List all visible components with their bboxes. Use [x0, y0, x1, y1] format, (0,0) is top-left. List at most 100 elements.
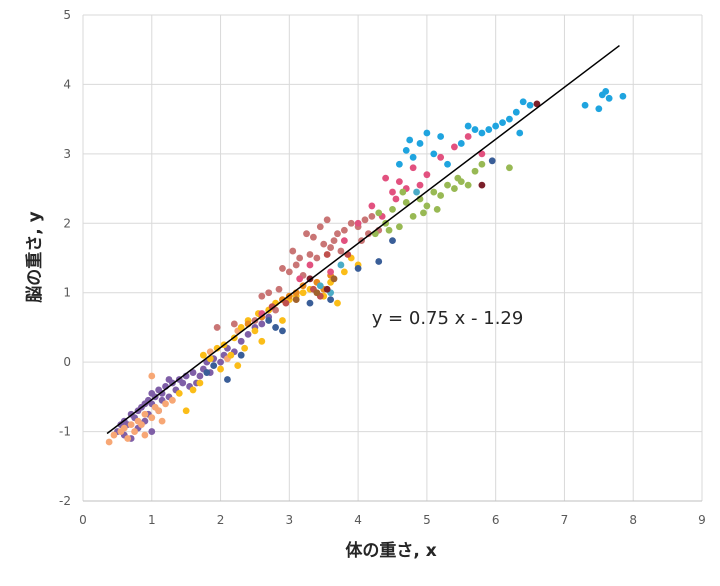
data-point — [602, 87, 610, 95]
data-point — [389, 206, 396, 213]
data-point — [430, 188, 438, 196]
x-tick-label: 8 — [629, 513, 637, 527]
data-point — [230, 320, 238, 328]
data-point — [258, 292, 266, 300]
data-point — [605, 94, 613, 102]
data-point — [464, 122, 472, 130]
data-point — [437, 133, 445, 140]
data-point — [420, 209, 427, 217]
data-point — [203, 369, 211, 376]
data-point — [179, 379, 187, 387]
data-point — [158, 389, 166, 397]
labels: 体の重さ, x 脳の重さ, y y = 0.75 x - 1.29 — [24, 211, 523, 561]
data-point — [478, 129, 486, 137]
data-point — [327, 244, 334, 251]
data-point — [409, 164, 417, 172]
data-point — [340, 268, 348, 276]
data-point — [189, 386, 197, 394]
data-point — [306, 261, 314, 269]
data-point — [347, 219, 355, 227]
data-point — [368, 202, 376, 210]
data-point — [409, 153, 417, 161]
x-tick-label: 3 — [286, 513, 294, 527]
data-point — [258, 337, 266, 345]
data-point — [323, 216, 331, 224]
data-point — [199, 351, 207, 359]
y-tick-label: 4 — [63, 77, 71, 91]
data-point — [227, 351, 235, 359]
data-point — [131, 428, 138, 435]
trendline-group — [106, 44, 620, 435]
x-tick-label: 4 — [354, 513, 362, 527]
data-point — [110, 431, 118, 439]
data-point — [433, 206, 441, 213]
x-tick-label: 2 — [217, 513, 225, 527]
data-point — [155, 407, 163, 415]
data-point — [138, 421, 145, 429]
data-point — [478, 160, 486, 168]
data-point — [237, 337, 245, 345]
data-point — [337, 247, 345, 255]
data-point — [395, 223, 403, 231]
data-point — [327, 268, 334, 276]
data-point — [105, 438, 113, 446]
data-point — [385, 226, 393, 234]
y-tick-label: -2 — [59, 494, 71, 508]
data-point — [454, 174, 462, 182]
data-point — [268, 303, 276, 310]
data-point — [437, 153, 445, 161]
data-point — [464, 181, 472, 189]
data-point — [323, 251, 331, 258]
data-point — [423, 202, 431, 210]
data-point — [213, 324, 221, 331]
data-point — [258, 320, 266, 328]
data-point — [275, 285, 283, 293]
data-point — [389, 188, 396, 196]
data-point — [402, 199, 410, 206]
data-point — [416, 181, 424, 189]
data-point — [296, 254, 304, 262]
x-tick-label: 0 — [79, 513, 87, 527]
data-point — [282, 299, 290, 307]
data-point — [423, 171, 431, 179]
y-tick-label: -1 — [59, 425, 71, 439]
data-point — [444, 181, 451, 189]
data-point — [316, 223, 324, 231]
data-point — [292, 261, 300, 269]
data-point — [285, 268, 293, 276]
data-point — [451, 185, 458, 192]
data-point — [409, 212, 417, 220]
data-point — [289, 247, 297, 255]
data-point — [406, 136, 414, 144]
data-point — [389, 237, 396, 245]
y-axis-title: 脳の重さ, y — [24, 211, 45, 302]
y-tick-label: 2 — [63, 216, 71, 230]
data-point — [619, 92, 627, 100]
data-point — [471, 167, 479, 175]
data-point — [141, 431, 149, 439]
y-tick-label: 3 — [63, 147, 71, 161]
data-point — [392, 195, 400, 203]
data-point — [340, 226, 348, 234]
data-point — [169, 396, 176, 404]
data-point — [182, 407, 190, 415]
data-point — [189, 369, 197, 376]
data-point — [499, 119, 506, 127]
data-point — [399, 188, 407, 196]
data-point — [162, 400, 169, 408]
data-point — [265, 317, 273, 324]
data-point — [158, 417, 166, 425]
data-point — [416, 140, 424, 147]
data-point — [526, 101, 534, 109]
data-point — [217, 358, 224, 366]
data-point — [279, 317, 286, 324]
data-point — [478, 150, 486, 158]
data-point — [313, 289, 321, 297]
data-point — [516, 129, 524, 137]
data-point — [471, 126, 479, 133]
data-point — [323, 285, 331, 293]
data-point — [299, 289, 307, 297]
data-point — [244, 330, 252, 338]
data-point — [213, 344, 221, 352]
data-point — [444, 160, 451, 168]
